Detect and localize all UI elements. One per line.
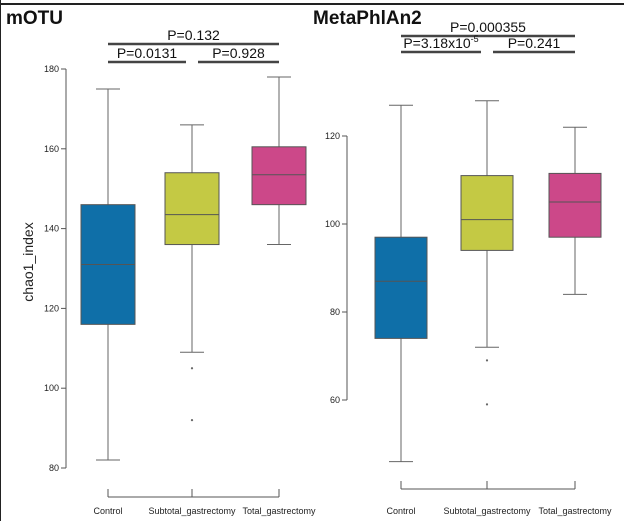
y-tick-label: 120 bbox=[44, 303, 59, 313]
panel-title: mOTU bbox=[6, 8, 63, 29]
box-control bbox=[374, 104, 428, 463]
pvalue-label: P=0.928 bbox=[212, 45, 265, 61]
panel-metaphlan2: MetaPhlAn2 60 80 100 120 Control Subtotal_gas… bbox=[313, 8, 612, 516]
box-body bbox=[548, 172, 602, 238]
pvalue-label: P=0.241 bbox=[508, 35, 561, 51]
box-subtotal-gastrectomy bbox=[164, 124, 220, 422]
pvalue-label: P=3.18x10-5 bbox=[403, 34, 478, 51]
category-label: Total_gastrectomy bbox=[242, 506, 316, 516]
y-axis-label: chao1_index bbox=[20, 222, 36, 301]
pvalue-label: P=0.0131 bbox=[117, 45, 178, 61]
category-label: Subtotal_gastrectomy bbox=[443, 506, 531, 516]
outlier-point bbox=[485, 403, 489, 406]
pvalue-label: P=0.000355 bbox=[450, 19, 526, 35]
pvalue-label: P=0.132 bbox=[167, 27, 220, 43]
y-tick-label: 80 bbox=[49, 463, 59, 473]
y-tick-label: 80 bbox=[330, 307, 340, 317]
category-label: Total_gastrectomy bbox=[538, 506, 612, 516]
y-tick-label: 60 bbox=[330, 395, 340, 405]
panel-motu: mOTU chao1_index 80 100 120 140 160 180 Contro… bbox=[6, 8, 316, 516]
y-tick-label: 160 bbox=[44, 144, 59, 154]
category-label: Control bbox=[93, 506, 122, 516]
box-total-gastrectomy bbox=[548, 126, 602, 295]
box-body bbox=[460, 175, 514, 251]
outlier-point bbox=[190, 419, 194, 422]
y-tick-label: 120 bbox=[325, 131, 340, 141]
box-control bbox=[80, 88, 136, 461]
outlier-point bbox=[190, 367, 194, 370]
y-tick-label: 100 bbox=[325, 219, 340, 229]
y-tick-label: 140 bbox=[44, 224, 59, 234]
box-body bbox=[251, 146, 307, 206]
box-body bbox=[164, 172, 220, 246]
panel-title: MetaPhlAn2 bbox=[313, 8, 422, 29]
category-label: Control bbox=[386, 506, 415, 516]
outlier-point bbox=[485, 359, 489, 362]
box-subtotal-gastrectomy bbox=[460, 100, 514, 406]
box-total-gastrectomy bbox=[251, 76, 307, 246]
box-body bbox=[374, 236, 428, 339]
pvalue-exponent: -5 bbox=[471, 34, 479, 44]
y-tick-label: 180 bbox=[44, 64, 59, 74]
category-label: Subtotal_gastrectomy bbox=[148, 506, 236, 516]
y-tick-label: 100 bbox=[44, 383, 59, 393]
